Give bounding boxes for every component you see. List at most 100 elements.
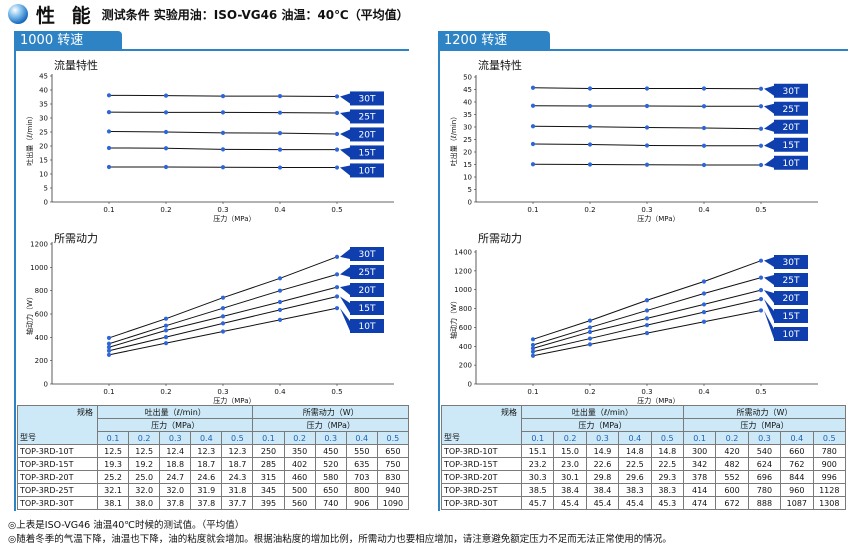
table-row: TOP-3RD-25T 38.5 38.4 38.4 38.3 38.3 414 600 780… (441, 483, 847, 497)
power-cell: 996 (812, 470, 847, 484)
x-tick-label: 0.4 (698, 206, 710, 214)
y-tick-label: 800 (459, 305, 472, 313)
power-cell: 474 (682, 496, 717, 510)
tag-box-25T (350, 265, 384, 279)
tag-box-10T (350, 163, 384, 178)
data-point-10T (220, 329, 226, 334)
tag-pointer-15T (340, 296, 350, 313)
x-axis-label: 压力（MPa） (637, 214, 679, 223)
data-point-25T (334, 272, 340, 277)
power-cell: 552 (715, 470, 749, 484)
data-point-30T (106, 93, 112, 98)
flow-cell: 12.3 (221, 444, 254, 458)
tag-pointer-15T (764, 139, 774, 150)
x-tick-label: 0.3 (217, 388, 228, 396)
y-tick-label: 50 (463, 74, 472, 82)
power-cell: 660 (780, 444, 814, 458)
flow-cell: 14.8 (618, 444, 652, 458)
tag-pointer-10T (764, 157, 774, 168)
x-tick-label: 0.3 (641, 206, 652, 214)
speed-band-rule-1000 (14, 49, 409, 51)
power-cell: 750 (376, 457, 410, 471)
table-corner: 规格 型号 (441, 405, 522, 445)
speed-band-rule-1200 (438, 49, 848, 51)
flow-cell: 22.6 (585, 457, 620, 471)
power-cell: 350 (283, 444, 316, 458)
series-tag-10T: 10T (359, 322, 376, 332)
data-point-15T (701, 310, 707, 315)
flow-cell: 38.3 (650, 483, 684, 497)
model-cell: TOP-3RD-20T (441, 470, 522, 484)
data-point-15T (587, 142, 593, 147)
tag-pointer-20T (764, 290, 774, 303)
tag-pointer-10T (340, 308, 350, 331)
data-point-10T (334, 165, 340, 170)
pressure-cell: 0.4 (618, 431, 652, 445)
flow-cell: 38.0 (128, 496, 161, 510)
series-tag-30T: 30T (359, 94, 376, 104)
model-cell: TOP-3RD-20T (17, 470, 98, 484)
performance-table-1200: 规格 型号 吐出量（ℓ/min） 所需动力（W） 压力（MPa） 压力（MPa）… (441, 405, 847, 510)
data-point-30T (644, 86, 650, 91)
table-row: TOP-3RD-30T 45.7 45.4 45.4 45.4 45.3 474 672 888… (441, 496, 847, 510)
data-point-25T (701, 104, 707, 109)
pressure-header: 压力（MPa） (96, 418, 254, 432)
data-point-25T (530, 103, 536, 108)
data-point-15T (530, 141, 536, 147)
tag-box-20T (350, 127, 384, 142)
flow-cell: 18.7 (221, 457, 254, 471)
tag-box-30T (774, 255, 808, 269)
power-cell: 345 (252, 483, 285, 497)
pressure-cell: 0.1 (682, 431, 717, 445)
power-cell: 650 (376, 444, 410, 458)
data-point-30T (644, 298, 650, 303)
data-point-25T (758, 275, 764, 280)
power-cell: 450 (314, 444, 347, 458)
y-tick-label: 0 (44, 199, 48, 207)
data-point-15T (530, 349, 536, 354)
flow-cell: 31.9 (190, 483, 223, 497)
data-point-15T (758, 143, 764, 148)
series-tag-25T: 25T (783, 105, 800, 115)
power-cell: 780 (747, 483, 782, 497)
table-row: TOP-3RD-10T 12.5 12.5 12.4 12.3 12.3 250 350 450… (17, 444, 410, 458)
y-tick-label: 15 (463, 161, 472, 169)
data-point-25T (587, 325, 593, 330)
y-tick-label: 30 (39, 115, 48, 123)
data-point-10T (530, 162, 536, 167)
y-tick-label: 1200 (30, 241, 48, 249)
flow-cell: 29.3 (650, 470, 684, 484)
data-point-15T (220, 147, 226, 152)
speed-band-1000: 1000 转速 (14, 31, 122, 50)
flow-cell: 12.5 (128, 444, 161, 458)
tag-box-20T (774, 291, 808, 305)
series-tag-15T: 15T (359, 148, 376, 158)
power-cell: 635 (345, 457, 378, 471)
pressure-cell: 0.2 (715, 431, 749, 445)
y-tick-label: 45 (463, 86, 472, 94)
power-cell: 844 (780, 470, 814, 484)
power-cell: 703 (345, 470, 378, 484)
power-cell: 395 (252, 496, 285, 510)
data-point-10T (530, 353, 536, 358)
pressure-cell: 0.2 (128, 431, 161, 445)
flow-cell: 18.8 (159, 457, 192, 471)
tag-box-25T (350, 109, 384, 124)
data-point-10T (106, 352, 112, 357)
tag-box-25T (774, 273, 808, 287)
data-point-30T (758, 258, 764, 263)
power-cell: 900 (812, 457, 847, 471)
data-point-30T (530, 337, 536, 342)
pressure-cell: 0.3 (585, 431, 620, 445)
flow-cell: 14.9 (585, 444, 620, 458)
flow-group-header: 吐出量（ℓ/min） (96, 405, 254, 419)
series-tag-30T: 30T (359, 250, 376, 260)
model-cell: TOP-3RD-15T (17, 457, 98, 471)
model-cell: TOP-3RD-30T (17, 496, 98, 510)
flow-cell: 45.7 (520, 496, 555, 510)
series-tag-15T: 15T (783, 312, 800, 322)
model-cell: TOP-3RD-25T (17, 483, 98, 497)
data-point-10T (277, 165, 283, 170)
data-point-15T (758, 297, 764, 302)
data-point-25T (644, 103, 650, 109)
